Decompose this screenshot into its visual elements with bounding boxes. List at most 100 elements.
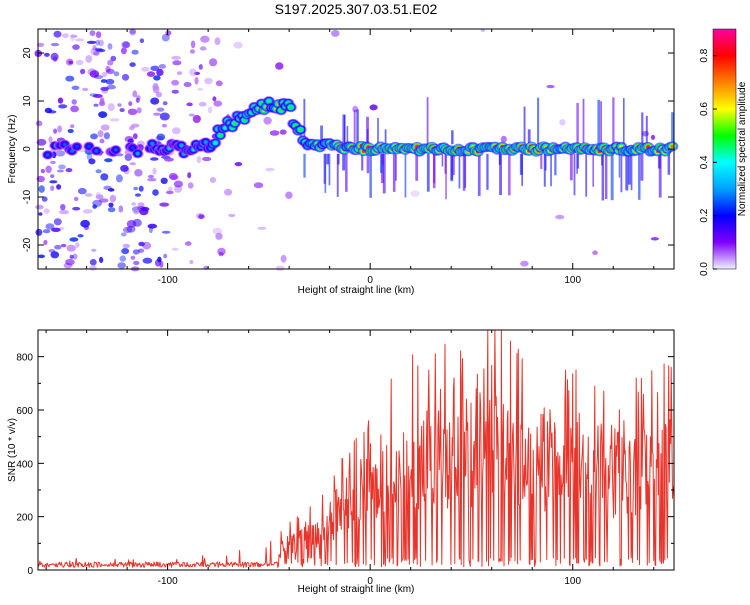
heatmap-streak: [620, 153, 623, 193]
heatmap-speckle: [124, 136, 134, 143]
heatmap-speckle: [152, 85, 160, 94]
snr-series-line: [37, 329, 675, 568]
heatmap-speckle: [98, 198, 109, 203]
heatmap-streak: [499, 153, 502, 196]
heatmap-ridge-blob: [87, 144, 91, 149]
heatmap-streak: [382, 153, 386, 194]
heatmap-speckle: [40, 168, 46, 174]
heatmap-streak: [366, 116, 369, 145]
heatmap-speckle: [128, 101, 133, 107]
heatmap-speckle: [161, 230, 171, 234]
heatmap-speckle: [66, 244, 76, 252]
heatmap-speckle: [215, 232, 223, 240]
colorbar-label: Normalized spectral amplitude: [737, 81, 748, 216]
heatmap-speckle: [53, 128, 58, 134]
heatmap-speckle: [98, 111, 108, 118]
heatmap-speckle: [165, 190, 174, 195]
heatmap-streak: [342, 114, 346, 145]
heatmap-streak: [426, 153, 430, 192]
heatmap-speckle: [168, 186, 173, 191]
heatmap-speckle: [49, 180, 58, 184]
heatmap-speckle: [198, 214, 205, 220]
heatmap-ridge-blob: [130, 146, 135, 150]
heatmap-speckle: [53, 218, 62, 226]
heatmap-speckle: [200, 35, 210, 43]
heatmap-speckle: [187, 182, 194, 189]
heatmap-streak: [342, 153, 346, 171]
heatmap-speckle: [98, 101, 106, 107]
heatmap-speckle: [50, 185, 55, 191]
heatmap-speckle: [110, 55, 117, 62]
snr-xtick-label: 0: [367, 576, 373, 587]
heatmap-speckle: [138, 185, 144, 192]
heatmap-speckle: [53, 56, 58, 62]
heatmap-speckle: [57, 97, 64, 104]
heatmap-speckle: [57, 125, 62, 133]
heatmap-speckle: [102, 71, 108, 78]
heatmap-speckle: [132, 90, 138, 98]
heatmap-speckle: [73, 196, 79, 202]
heatmap-speckle: [70, 33, 75, 42]
heatmap-speckle: [60, 243, 67, 248]
heatmap-speckle: [198, 101, 207, 107]
colorbar-ramp: [712, 28, 737, 270]
figure-title: S197.2025.307.03.51.E02: [275, 1, 438, 17]
heatmap-speckle: [75, 38, 85, 42]
heatmap-speckle: [80, 219, 90, 228]
heatmap-speckle: [280, 254, 287, 263]
heatmap-speckle: [97, 130, 104, 138]
heatmap-streak: [577, 153, 580, 169]
heatmap-streak: [508, 153, 511, 196]
heatmap-speckle: [117, 103, 122, 107]
heatmap-streak: [601, 153, 604, 201]
heatmap-speckle: [104, 158, 113, 163]
heatmap-speckle: [197, 87, 204, 91]
heatmap-speckle: [107, 103, 115, 112]
heatmap-streak: [576, 103, 579, 145]
heatmap-speckle: [89, 265, 97, 271]
heatmap-streak: [345, 153, 348, 192]
heatmap-streak: [521, 153, 523, 186]
heatmap-streak: [645, 115, 648, 145]
heatmap-speckle: [224, 188, 233, 196]
heatmap-speckle: [121, 232, 127, 237]
heatmap-ytick-label: 20: [22, 47, 33, 59]
heatmap-streak: [326, 153, 329, 165]
heatmap-streak: [415, 153, 419, 181]
colorbar-tick-label: 0.6: [699, 102, 710, 116]
heatmap-speckle: [194, 71, 200, 75]
heatmap-speckle: [142, 257, 153, 264]
heatmap-speckle: [80, 68, 86, 75]
heatmap-streak: [554, 153, 557, 176]
heatmap-speckle: [275, 265, 285, 271]
heatmap-streak: [328, 153, 331, 186]
snr-ytick-label: 400: [16, 459, 33, 470]
heatmap-speckle: [192, 115, 201, 123]
heatmap-streak: [320, 125, 323, 145]
heatmap-speckle: [285, 191, 293, 199]
heatmap-speckle: [106, 84, 116, 90]
heatmap-speckle: [100, 79, 108, 83]
heatmap-streak: [303, 98, 306, 145]
heatmap-speckle: [113, 71, 120, 77]
heatmap-speckle: [520, 260, 529, 267]
heatmap-speckle: [133, 210, 139, 215]
heatmap-speckle: [93, 72, 99, 76]
heatmap-speckle: [90, 133, 98, 140]
heatmap-ridge-blob: [135, 151, 140, 156]
heatmap-speckle: [36, 138, 47, 146]
heatmap-streak: [392, 153, 396, 192]
heatmap-speckle: [129, 28, 137, 36]
heatmap-speckle: [233, 41, 243, 49]
heatmap-speckle: [99, 138, 105, 144]
heatmap-speckle: [65, 258, 75, 266]
heatmap-streak: [369, 153, 372, 198]
heatmap-speckle: [189, 260, 194, 264]
heatmap-speckle: [187, 172, 192, 179]
heatmap-streak: [540, 153, 543, 169]
heatmap-streak: [667, 153, 671, 175]
colorbar-tick-label: 0.8: [699, 48, 710, 62]
heatmap-speckle: [176, 71, 183, 76]
heatmap-speckle: [159, 260, 164, 268]
heatmap-streak: [377, 118, 379, 145]
